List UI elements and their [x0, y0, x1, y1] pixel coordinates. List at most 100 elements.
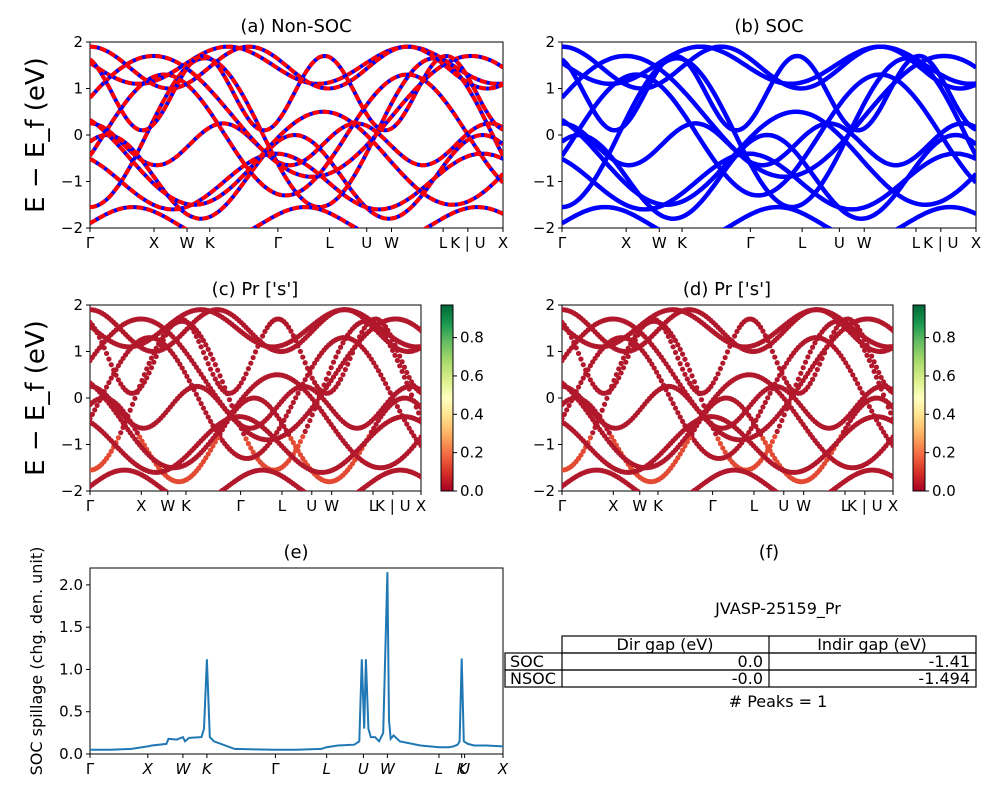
- band-point: [397, 353, 403, 359]
- x-tick-label: W: [176, 760, 192, 778]
- band-point: [680, 495, 685, 500]
- band-point: [418, 419, 421, 425]
- band-point: [762, 333, 768, 339]
- band-point: [866, 347, 872, 354]
- band-point: [373, 421, 379, 427]
- band-point: [418, 434, 421, 440]
- band-point: [812, 372, 818, 378]
- x-tick-label: W: [380, 760, 396, 778]
- band-point: [599, 407, 605, 413]
- band-point: [397, 363, 403, 369]
- band-point: [762, 399, 768, 406]
- band-point: [824, 457, 830, 463]
- band-point: [245, 441, 252, 447]
- x-tick-label: L: [322, 760, 330, 778]
- band-point: [106, 452, 112, 458]
- band-point: [205, 451, 211, 457]
- band-point: [647, 496, 652, 501]
- band-point: [382, 381, 389, 387]
- band-point: [828, 334, 835, 340]
- band-ylabel-top: E − E_f (eV): [21, 57, 51, 213]
- band-point: [210, 443, 216, 449]
- band-point: [890, 327, 893, 334]
- band-point: [682, 356, 688, 362]
- band-point: [618, 370, 624, 376]
- band-point: [309, 364, 315, 370]
- band-point: [286, 324, 292, 330]
- band-point: [115, 377, 121, 383]
- band-point: [305, 491, 310, 496]
- band-point: [604, 426, 610, 432]
- band-point: [580, 448, 586, 454]
- band-point: [193, 391, 199, 397]
- y-tick-label: −1: [61, 436, 83, 454]
- band-point: [762, 440, 768, 446]
- band-point: [672, 349, 679, 356]
- band-point: [616, 375, 622, 381]
- band-point: [710, 380, 716, 386]
- table-row-nsoc-label: NSOC: [510, 669, 556, 688]
- band-point: [677, 346, 683, 352]
- panel-e-title: (e): [283, 542, 308, 563]
- x-tick-label: X: [971, 234, 981, 252]
- band-point: [665, 333, 671, 340]
- x-tick-label: Γ: [558, 234, 567, 252]
- band-point: [252, 349, 259, 355]
- y-tick-label: −1: [61, 173, 83, 191]
- band-point: [575, 384, 582, 390]
- band-point: [127, 407, 133, 413]
- band-point: [323, 376, 330, 382]
- band-point: [338, 344, 344, 350]
- band-point: [210, 494, 215, 499]
- band-point: [678, 496, 683, 501]
- band-point: [779, 417, 785, 424]
- x-tick-label: X: [608, 497, 618, 515]
- band-point: [675, 497, 680, 502]
- band-point: [406, 425, 412, 431]
- band-point: [807, 349, 813, 355]
- band-point: [203, 410, 209, 416]
- band-point: [623, 359, 629, 365]
- band-point: [854, 381, 861, 387]
- band-point: [765, 337, 771, 344]
- band-line: [562, 204, 976, 228]
- colorbar-tick-label: 0.8: [932, 329, 956, 347]
- band-point: [845, 421, 851, 427]
- band-point: [727, 343, 733, 349]
- band-line: [90, 151, 503, 212]
- band-point: [213, 493, 218, 498]
- band-point: [760, 328, 766, 334]
- band-point: [566, 402, 572, 409]
- band-point: [663, 500, 668, 505]
- band-point: [774, 360, 780, 366]
- band-point: [146, 370, 152, 376]
- band-point: [578, 452, 584, 458]
- band-point: [679, 366, 686, 372]
- x-tick-label: K: [457, 760, 468, 778]
- band-point: [670, 344, 676, 350]
- band-point: [404, 369, 410, 376]
- band-point: [111, 367, 117, 373]
- band-point: [208, 495, 213, 500]
- x-tick-label: Γ: [708, 497, 717, 515]
- band-point: [568, 334, 575, 340]
- band-point: [852, 376, 858, 382]
- band-point: [295, 390, 301, 396]
- band-point: [175, 496, 180, 501]
- band-point: [798, 370, 804, 376]
- band-point: [810, 376, 816, 382]
- band-point: [408, 379, 415, 385]
- band-point: [663, 329, 669, 335]
- band-point: [748, 426, 754, 432]
- band-point: [397, 408, 403, 414]
- band-point: [854, 324, 861, 330]
- band-point: [789, 498, 794, 503]
- band-point: [573, 345, 579, 351]
- band-point: [307, 417, 313, 424]
- panel-c-title: (c) Pr ['s']: [212, 279, 299, 300]
- band-point: [193, 333, 199, 340]
- band-point: [564, 325, 570, 332]
- y-tick-label: −1: [533, 436, 555, 454]
- band-point: [831, 329, 837, 335]
- band-point: [186, 378, 192, 384]
